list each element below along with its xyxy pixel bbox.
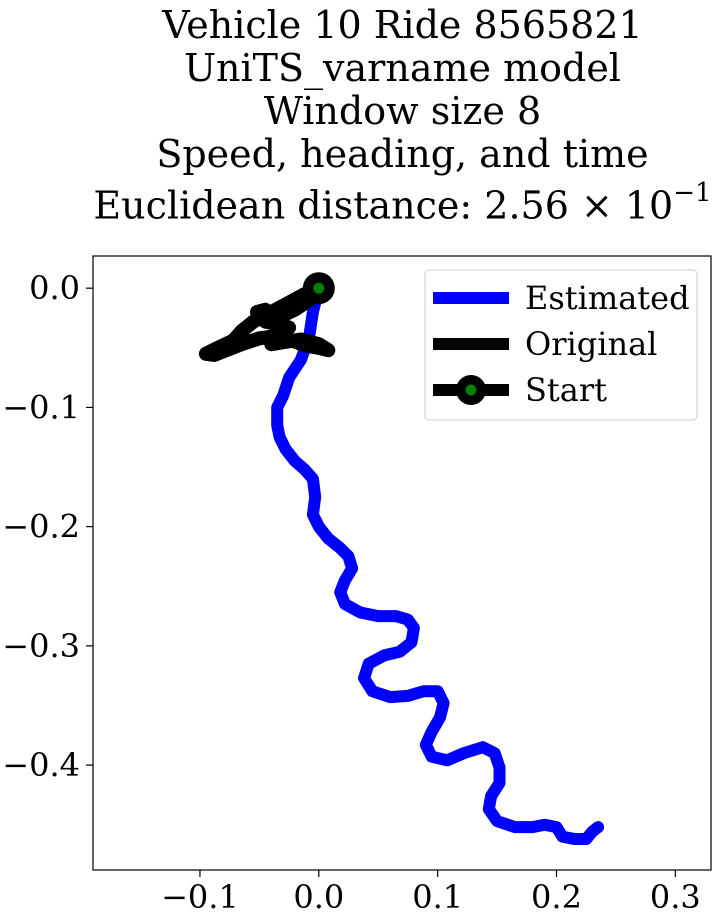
y-tick-label: −0.4 bbox=[2, 746, 80, 784]
title-line-1: Vehicle 10 Ride 8565821 bbox=[162, 3, 643, 47]
title-line-3: Window size 8 bbox=[263, 89, 542, 133]
x-tick-label: −0.1 bbox=[161, 878, 239, 916]
title-line-5: Euclidean distance: 2.56 × 10−1 bbox=[0, 176, 719, 228]
series-start-marker-inner bbox=[313, 282, 325, 294]
title-distance-exponent: −1 bbox=[673, 178, 712, 208]
x-tick-label: 0.0 bbox=[293, 878, 344, 916]
title-line-4: Speed, heading, and time bbox=[156, 132, 649, 176]
title-line-2: UniTS_varname model bbox=[184, 46, 621, 90]
legend-label-original: Original bbox=[525, 325, 657, 363]
plot-area bbox=[198, 272, 605, 845]
legend-start-marker-inner bbox=[465, 384, 477, 396]
legend-label-start: Start bbox=[525, 371, 607, 409]
axes-frame bbox=[92, 255, 712, 871]
series-estimated-line bbox=[271, 282, 605, 845]
chart-title: Vehicle 10 Ride 8565821 UniTS_varname mo… bbox=[0, 4, 719, 228]
x-tick-label: 0.2 bbox=[531, 878, 582, 916]
x-tick-label: 0.3 bbox=[650, 878, 701, 916]
y-tick-label: −0.3 bbox=[2, 627, 80, 665]
legend-label-estimated: Estimated bbox=[525, 279, 690, 317]
y-tick-label: −0.1 bbox=[2, 388, 80, 426]
y-tick-label: 0.0 bbox=[29, 269, 80, 307]
legend-box bbox=[424, 269, 698, 421]
title-distance-text: Euclidean distance: 2.56 × 10 bbox=[93, 183, 674, 228]
series-original-line bbox=[198, 281, 336, 362]
y-tick-label: −0.2 bbox=[2, 508, 80, 546]
x-tick-label: 0.1 bbox=[412, 878, 463, 916]
